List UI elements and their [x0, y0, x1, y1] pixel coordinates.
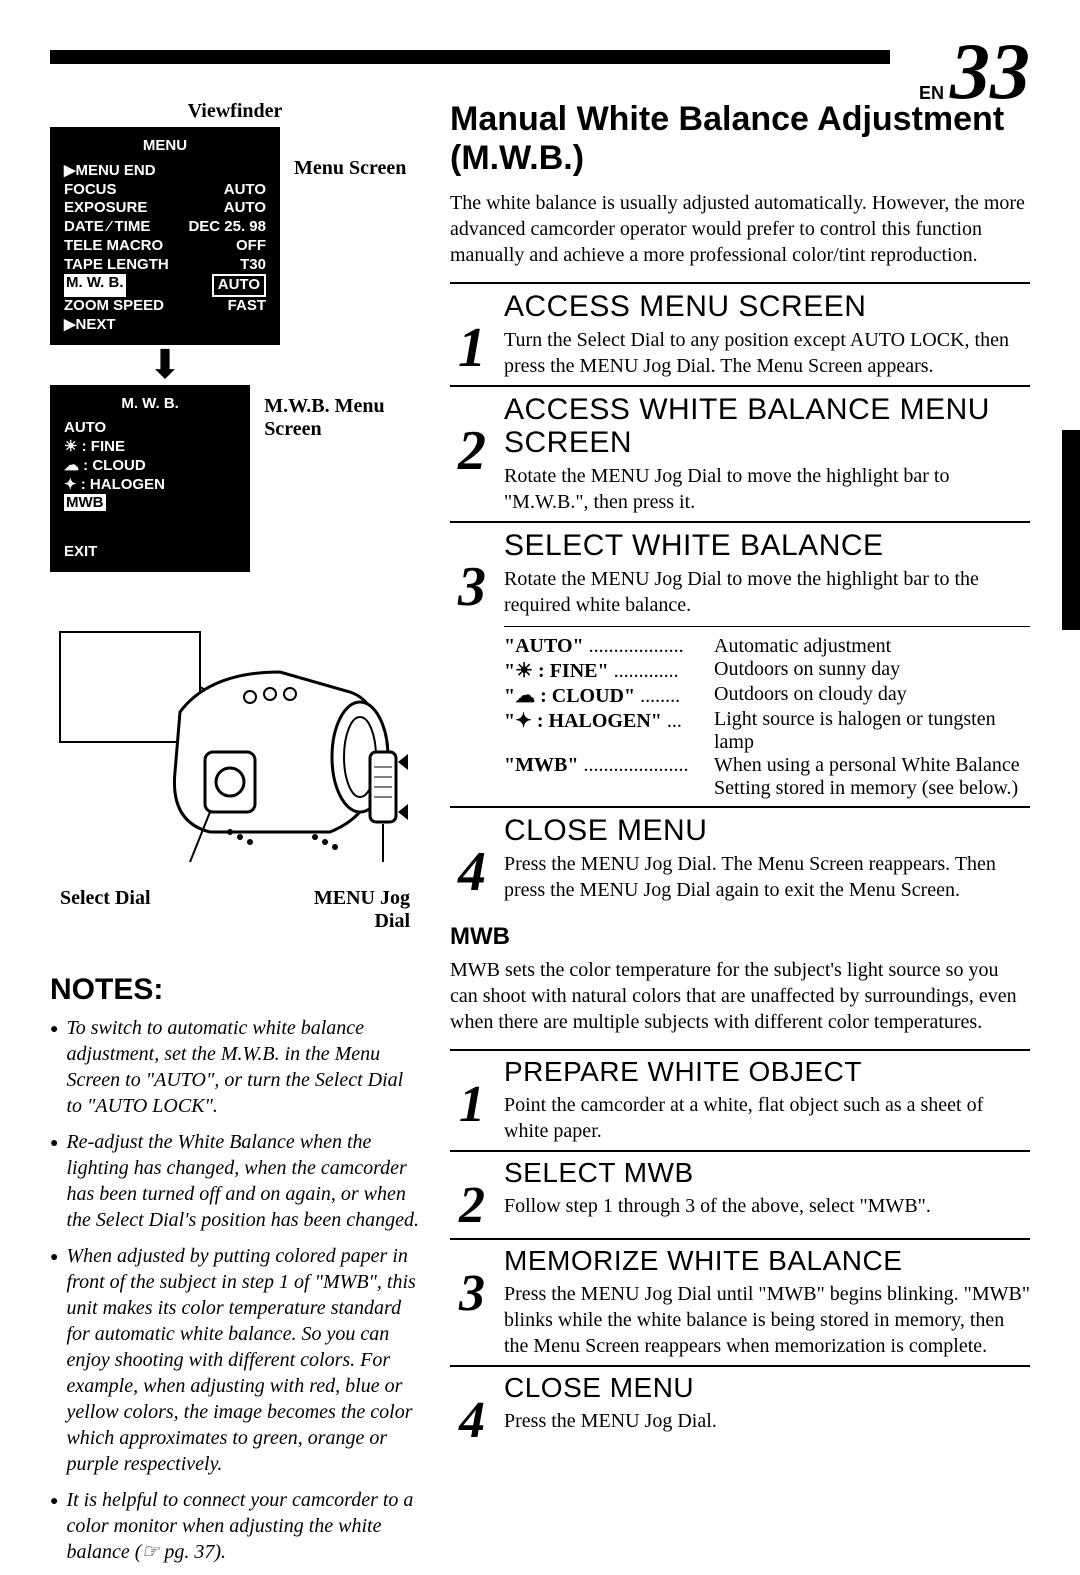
mwb-screen-panel: M. W. B. AUTO ☀ : FINE ☁ : CLOUD ✦ : HAL… — [50, 385, 250, 572]
mwb-step: 2 SELECT MWB Follow step 1 through 3 of … — [450, 1150, 1030, 1232]
header-bar — [50, 50, 890, 64]
side-tab — [1062, 430, 1080, 630]
mwb-row-highlight: MWB — [64, 494, 106, 511]
step-number: 4 — [459, 1395, 485, 1447]
step-title: MEMORIZE WHITE BALANCE — [504, 1246, 1030, 1277]
step-text: Press the MENU Jog Dial. The Menu Screen… — [504, 851, 1030, 903]
menu-row: ▶NEXT — [64, 316, 266, 335]
illustration-labels: Select Dial MENU Jog Dial — [50, 887, 420, 933]
step-text: Rotate the MENU Jog Dial to move the hig… — [504, 463, 1030, 515]
left-column: Viewfinder MENU ▶MENU END FOCUSAUTO EXPO… — [50, 100, 420, 1575]
wb-row: "✦ : HALOGEN" ...Light source is halogen… — [504, 708, 1030, 754]
step-text: Point the camcorder at a white, flat obj… — [504, 1092, 1030, 1144]
step-number: 3 — [459, 1268, 485, 1320]
intro-text: The white balance is usually adjusted au… — [450, 190, 1030, 268]
main-title: Manual White Balance Adjustment (M.W.B.) — [450, 100, 1030, 178]
note-item: It is helpful to connect your camcorder … — [50, 1487, 420, 1565]
wb-options-table: "AUTO" ...................Automatic adju… — [504, 626, 1030, 800]
wb-row: "☁ : CLOUD" ........Outdoors on cloudy d… — [504, 683, 1030, 708]
note-item: Re-adjust the White Balance when the lig… — [50, 1129, 420, 1233]
step-title: CLOSE MENU — [504, 814, 1030, 847]
menu-row: ZOOM SPEEDFAST — [64, 297, 266, 316]
step-number: 2 — [458, 423, 486, 479]
step-number: 4 — [458, 844, 486, 900]
menu-screen-label: Menu Screen — [294, 157, 406, 180]
page-num: 33 — [950, 40, 1030, 104]
right-column: Manual White Balance Adjustment (M.W.B.)… — [450, 100, 1030, 1575]
step-title: PREPARE WHITE OBJECT — [504, 1057, 1030, 1088]
mwb-exit: EXIT — [64, 543, 236, 562]
step: 3 SELECT WHITE BALANCE Rotate the MENU J… — [450, 521, 1030, 800]
step-number: 1 — [459, 1079, 485, 1131]
note-item: To switch to automatic white balance adj… — [50, 1015, 420, 1119]
arrow-down-icon: ⬇ — [50, 351, 280, 379]
step-title: ACCESS WHITE BALANCE MENU SCREEN — [504, 393, 1030, 459]
mwb-row: ✦ : HALOGEN — [64, 476, 236, 495]
mwb-row: ☀ : FINE — [64, 438, 236, 457]
mwb-text: MWB sets the color temperature for the s… — [450, 957, 1030, 1035]
menu-row-highlight: M. W. B. AUTO — [64, 274, 266, 297]
menu-row: EXPOSUREAUTO — [64, 199, 266, 218]
menu-screen-panel: MENU ▶MENU END FOCUSAUTO EXPOSUREAUTO DA… — [50, 127, 280, 345]
step-title: CLOSE MENU — [504, 1373, 1030, 1404]
menu-header: MENU — [64, 137, 266, 156]
menu-row: DATE ⁄ TIMEDEC 25. 98 — [64, 218, 266, 237]
step-text: Turn the Select Dial to any position exc… — [504, 327, 1030, 379]
step: 1 ACCESS MENU SCREEN Turn the Select Dia… — [450, 282, 1030, 379]
mwb-step: 3 MEMORIZE WHITE BALANCE Press the MENU … — [450, 1238, 1030, 1359]
jog-dial-label: MENU Jog Dial — [310, 887, 410, 933]
mwb-screen-label: M.W.B. Menu Screen — [264, 395, 420, 441]
mwb-panel-wrap: M. W. B. AUTO ☀ : FINE ☁ : CLOUD ✦ : HAL… — [50, 385, 420, 572]
step-title: SELECT WHITE BALANCE — [504, 529, 1030, 562]
menu-panel-wrap: MENU ▶MENU END FOCUSAUTO EXPOSUREAUTO DA… — [50, 127, 420, 345]
menu-row: TELE MACROOFF — [64, 237, 266, 256]
mwb-row: AUTO — [64, 419, 236, 438]
menu-row: ▶MENU END — [64, 162, 266, 181]
step-title: SELECT MWB — [504, 1158, 1030, 1189]
mwb-header: M. W. B. — [64, 395, 236, 414]
step-number: 2 — [459, 1180, 485, 1232]
step-text: Rotate the MENU Jog Dial to move the hig… — [504, 566, 1030, 618]
wb-row: "☀ : FINE" .............Outdoors on sunn… — [504, 658, 1030, 683]
select-dial-label: Select Dial — [60, 887, 151, 933]
step-text: Follow step 1 through 3 of the above, se… — [504, 1193, 1030, 1219]
mwb-step: 4 CLOSE MENU Press the MENU Jog Dial. — [450, 1365, 1030, 1447]
notes-list: To switch to automatic white balance adj… — [50, 1015, 420, 1565]
step-title: ACCESS MENU SCREEN — [504, 290, 1030, 323]
step-text: Press the MENU Jog Dial until "MWB" begi… — [504, 1281, 1030, 1359]
notes-title: NOTES: — [50, 973, 420, 1007]
en-label: EN — [919, 83, 944, 104]
mwb-subtitle: MWB — [450, 923, 1030, 951]
step-number: 1 — [458, 320, 486, 376]
mwb-row: ☁ : CLOUD — [64, 457, 236, 476]
camcorder-illustration — [50, 602, 410, 882]
mwb-step: 1 PREPARE WHITE OBJECT Point the camcord… — [450, 1049, 1030, 1144]
step-text: Press the MENU Jog Dial. — [504, 1408, 1030, 1434]
step: 2 ACCESS WHITE BALANCE MENU SCREEN Rotat… — [450, 385, 1030, 515]
viewfinder-title: Viewfinder — [50, 100, 420, 123]
step-number: 3 — [458, 559, 486, 615]
note-item: When adjusted by putting colored paper i… — [50, 1243, 420, 1477]
page-number: EN 33 — [919, 40, 1030, 104]
menu-row: TAPE LENGTHT30 — [64, 256, 266, 275]
wb-row: "AUTO" ...................Automatic adju… — [504, 635, 1030, 658]
step: 4 CLOSE MENU Press the MENU Jog Dial. Th… — [450, 806, 1030, 903]
wb-row: "MWB" .....................When using a … — [504, 754, 1030, 800]
menu-row: FOCUSAUTO — [64, 181, 266, 200]
